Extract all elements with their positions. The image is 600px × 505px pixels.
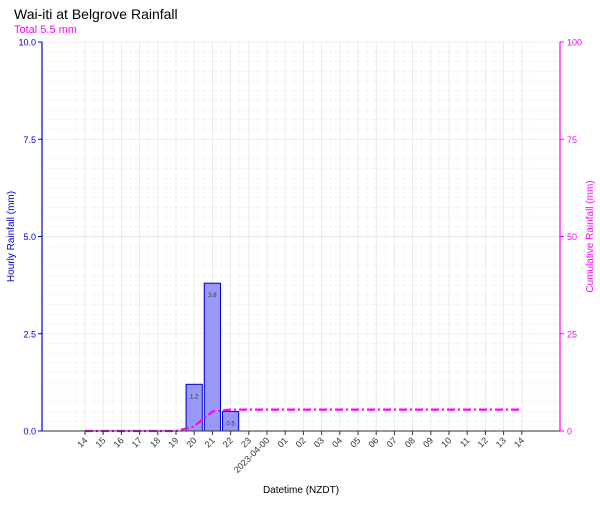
x-tick-label: 04 (330, 435, 344, 449)
bar-data-label: 1.2 (190, 394, 199, 400)
x-tick-label: 03 (312, 435, 326, 449)
x-tick-label: 05 (348, 435, 362, 449)
x-axis-title: Datetime (NZDT) (263, 485, 339, 496)
x-tick-label: 12 (476, 435, 490, 449)
right-tick-label: 75 (567, 135, 577, 145)
x-tick-label: 11 (458, 435, 472, 449)
right-tick-label: 25 (567, 329, 577, 339)
right-tick-label: 50 (567, 232, 577, 242)
rainfall-bar (203, 282, 222, 432)
right-tick-label: 100 (567, 38, 582, 48)
chart-title: Wai-iti at Belgrove Rainfall (14, 6, 178, 22)
x-tick-label: 06 (366, 435, 380, 449)
x-tick-label: 02 (294, 435, 308, 449)
right-tick-label: 0 (567, 427, 572, 437)
bar-data-label: 0.5 (226, 422, 235, 428)
x-tick-label: 14 (75, 435, 89, 449)
x-tick-label: 08 (403, 435, 417, 449)
x-tick-label: 22 (221, 435, 235, 449)
x-tick-label: 16 (112, 435, 126, 449)
chart-subtitle: Total 5.5 mm (14, 24, 77, 36)
x-tick-label: 20 (184, 435, 198, 449)
x-tick-label: 19 (166, 435, 180, 449)
right-axis-title: Cumulative Rainfall (mm) (585, 180, 596, 292)
rainfall-bar (185, 383, 203, 432)
x-tick-label: 09 (421, 435, 435, 449)
x-tick-label: 15 (93, 435, 107, 449)
left-tick-label: 0.0 (23, 427, 36, 437)
x-tick-label: 21 (203, 435, 217, 449)
x-tick-label: 07 (385, 435, 399, 449)
bar-data-label: 3.8 (208, 293, 217, 299)
x-tick-label: 18 (148, 435, 162, 449)
left-axis-title: Hourly Rainfall (mm) (6, 191, 17, 282)
left-tick-label: 7.5 (23, 135, 36, 145)
x-tick-label: 10 (439, 435, 453, 449)
x-tick-label: 13 (494, 435, 508, 449)
left-tick-label: 2.5 (23, 329, 36, 339)
cumulative-rainfall-line (85, 408, 522, 433)
x-tick-label: 01 (275, 435, 289, 449)
left-tick-label: 10.0 (18, 38, 36, 48)
left-tick-label: 5.0 (23, 232, 36, 242)
x-tick-label: 14 (512, 435, 526, 449)
x-tick-label: 17 (130, 435, 144, 449)
